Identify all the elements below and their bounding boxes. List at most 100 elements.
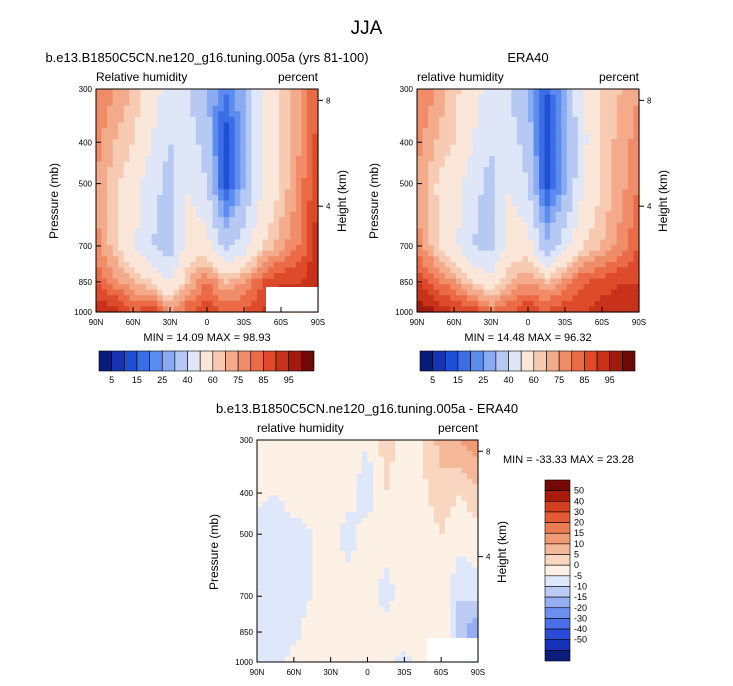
data-cell [505,233,512,241]
data-cell [450,250,457,257]
data-cell [550,139,557,146]
data-cell [268,217,275,224]
data-cell [118,306,125,313]
data-cell [234,245,241,252]
data-cell [433,606,440,613]
data-cell [511,183,518,190]
data-cell [505,178,512,185]
data-cell [505,94,512,101]
data-cell [417,122,424,129]
data-cell [433,623,440,630]
data-cell [306,189,314,196]
data-cell [472,567,479,574]
data-cell [207,200,214,207]
data-cell [162,128,169,135]
data-cell [234,89,241,96]
data-cell [301,467,308,474]
data-cell [539,194,546,202]
data-cell [505,194,512,202]
data-cell [605,306,612,313]
data-cell [312,261,319,268]
data-cell [605,111,612,118]
data-cell [306,128,314,135]
colorbar-label: 75 [554,375,564,385]
data-cell [428,473,435,480]
data-cell [350,501,358,508]
data-cell [218,289,225,296]
data-cell [428,189,435,196]
data-cell [317,445,324,452]
data-cell [589,206,596,213]
data-cell [306,94,314,101]
data-cell [168,94,175,101]
data-cell [455,167,462,174]
data-cell [257,606,264,613]
data-cell [572,289,579,296]
data-cell [223,256,230,263]
data-cell [173,233,180,241]
data-cell [433,595,440,602]
data-cell [317,456,324,463]
data-cell [478,217,485,224]
data-cell [594,306,601,313]
data-cell [240,267,247,274]
data-cell [350,478,358,485]
data-cell [444,606,451,613]
data-cell [433,206,440,213]
data-cell [218,300,225,308]
data-cell [555,94,562,101]
data-cell [583,128,590,135]
data-cell [268,267,275,274]
data-cell [279,506,286,513]
data-cell [168,245,175,252]
data-cell [212,161,219,168]
data-cell [417,551,424,558]
data-cell [572,167,579,174]
data-cell [455,278,462,285]
data-cell [190,89,197,96]
data-cell [190,167,197,174]
data-cell [268,89,275,96]
data-cell [433,245,440,252]
data-cell [179,189,186,196]
data-cell [528,211,535,218]
data-cell [268,528,275,535]
data-cell [489,295,496,302]
data-cell [461,295,468,302]
data-cell [444,451,451,458]
data-cell [466,501,474,508]
data-cell [145,256,153,263]
data-cell [251,194,258,202]
data-cell [528,284,535,291]
data-cell [489,111,496,118]
data-cell [600,239,607,246]
data-cell [433,528,440,535]
data-cell [444,556,451,563]
data-cell [605,289,612,296]
data-cell [223,133,230,140]
data-cell [361,634,369,641]
data-cell [566,222,573,229]
data-cell [162,250,169,257]
data-cell [466,556,474,563]
data-cell [522,100,529,107]
data-cell [323,628,330,635]
data-cell [256,278,264,285]
data-cell [533,139,540,146]
data-cell [489,278,496,285]
data-cell [173,133,180,140]
data-cell [201,155,208,163]
data-cell [101,167,108,174]
data-cell [279,456,286,463]
data-cell [112,194,119,202]
data-cell [472,517,479,524]
data-cell [450,478,457,485]
data-cell [544,289,551,296]
data-cell [129,150,136,157]
data-cell [350,551,358,558]
data-cell [450,606,457,613]
data-cell [151,139,158,146]
data-cell [472,534,479,541]
data-cell [323,556,330,563]
data-cell [207,155,214,163]
